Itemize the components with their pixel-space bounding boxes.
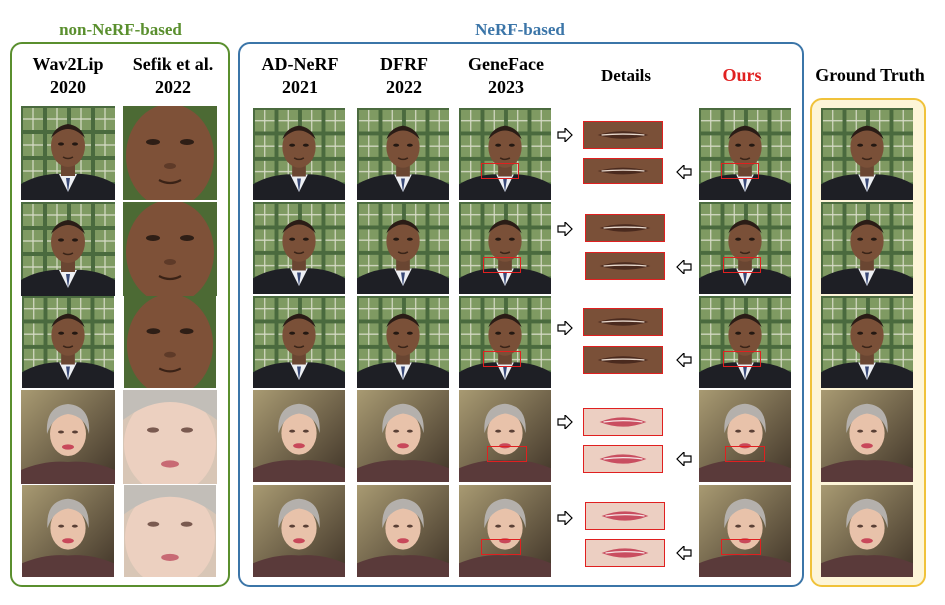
sefik-frame-4 — [123, 390, 217, 484]
adnerf-frame-4 — [252, 390, 346, 482]
col-header-adnerf: AD-NeRF 2021 — [248, 53, 352, 99]
arrow-right-icon — [557, 128, 573, 142]
ground-truth-frame-3 — [820, 296, 914, 388]
arrow-right-icon — [557, 415, 573, 429]
wav2lip-frame-4 — [21, 390, 115, 484]
arrow-left-icon — [676, 165, 692, 179]
detail-ours-crop-3 — [583, 346, 663, 374]
arrow-right-icon — [557, 222, 573, 236]
col-header-sefik: Sefik et al. 2022 — [118, 53, 228, 99]
ground-truth-frame-2 — [820, 202, 914, 294]
col-header-dfrf: DFRF 2022 — [354, 53, 454, 99]
sefik-frame-3 — [123, 296, 217, 388]
wav2lip-frame-2 — [21, 202, 115, 296]
col-header-wav2lip: Wav2Lip 2020 — [18, 53, 118, 99]
ours-mouth-crop-box-2 — [723, 257, 761, 273]
arrow-left-icon — [676, 260, 692, 274]
detail-geneface-crop-3 — [583, 308, 663, 336]
detail-geneface-crop-5 — [585, 502, 665, 530]
detail-ours-crop-1 — [583, 158, 663, 184]
nerf-group-title: NeRF-based — [475, 20, 565, 39]
dfrf-frame-2 — [356, 202, 450, 294]
ours-frame-4 — [698, 390, 792, 482]
geneface-frame-3 — [458, 296, 552, 388]
arrow-right-icon — [557, 511, 573, 525]
geneface-mouth-crop-box-3 — [483, 351, 521, 367]
col-header-ground-truth: Ground Truth — [815, 65, 925, 85]
detail-ours-crop-5 — [585, 539, 665, 567]
col-header-details: Details — [600, 66, 652, 85]
detail-geneface-crop-1 — [583, 121, 663, 149]
geneface-frame-4 — [458, 390, 552, 482]
ours-frame-1 — [698, 108, 792, 200]
arrow-left-icon — [676, 452, 692, 466]
geneface-mouth-crop-box-5 — [481, 539, 521, 555]
adnerf-frame-3 — [252, 296, 346, 388]
dfrf-frame-1 — [356, 108, 450, 200]
geneface-mouth-crop-box-1 — [481, 163, 519, 179]
nerf-group-box — [238, 42, 804, 587]
arrow-left-icon — [676, 353, 692, 367]
dfrf-frame-3 — [356, 296, 450, 388]
method-name: GeneFace — [468, 54, 544, 74]
col-header-geneface: GeneFace 2023 — [454, 53, 558, 99]
ours-mouth-crop-box-1 — [721, 163, 759, 179]
detail-geneface-crop-2 — [585, 214, 665, 242]
ours-mouth-crop-box-4 — [725, 446, 765, 462]
geneface-mouth-crop-box-4 — [487, 446, 527, 462]
detail-geneface-crop-4 — [583, 408, 663, 436]
arrow-left-icon — [676, 546, 692, 560]
geneface-frame-1 — [458, 108, 552, 200]
ground-truth-frame-1 — [820, 108, 914, 200]
method-year: 2022 — [155, 77, 191, 97]
detail-ours-crop-2 — [585, 252, 665, 280]
dfrf-frame-4 — [356, 390, 450, 482]
ours-mouth-crop-box-5 — [721, 539, 761, 555]
method-year: 2021 — [282, 77, 318, 97]
wav2lip-frame-3 — [21, 296, 115, 388]
adnerf-frame-2 — [252, 202, 346, 294]
arrow-right-icon — [557, 321, 573, 335]
geneface-mouth-crop-box-2 — [483, 257, 521, 273]
dfrf-frame-5 — [356, 485, 450, 577]
wav2lip-frame-1 — [21, 106, 115, 200]
non-nerf-group-title: non-NeRF-based — [59, 20, 182, 39]
ground-truth-frame-5 — [820, 485, 914, 577]
method-year: 2022 — [386, 77, 422, 97]
sefik-frame-5 — [123, 485, 217, 577]
sefik-frame-2 — [123, 202, 217, 296]
ours-mouth-crop-box-3 — [723, 351, 761, 367]
wav2lip-frame-5 — [21, 485, 115, 577]
sefik-frame-1 — [123, 106, 217, 200]
method-name: Sefik et al. — [132, 54, 214, 74]
ours-frame-5 — [698, 485, 792, 577]
detail-ours-crop-4 — [583, 445, 663, 473]
method-name: Wav2Lip — [32, 54, 104, 74]
method-name: AD-NeRF — [261, 54, 339, 74]
ours-frame-3 — [698, 296, 792, 388]
non-nerf-group-box — [10, 42, 230, 587]
method-year: 2020 — [50, 77, 86, 97]
ground-truth-frame-4 — [820, 390, 914, 482]
ours-frame-2 — [698, 202, 792, 294]
col-header-ours: Ours — [722, 65, 762, 85]
adnerf-frame-5 — [252, 485, 346, 577]
method-name: DFRF — [380, 54, 428, 74]
geneface-frame-5 — [458, 485, 552, 577]
geneface-frame-2 — [458, 202, 552, 294]
method-year: 2023 — [488, 77, 524, 97]
adnerf-frame-1 — [252, 108, 346, 200]
